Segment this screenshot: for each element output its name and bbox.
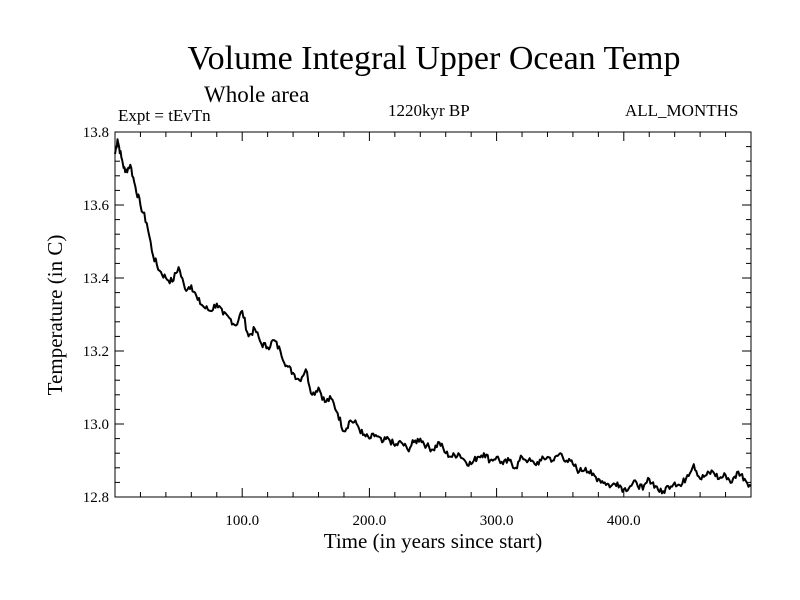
x-tick-label: 400.0 [607,513,641,529]
y-tick-label: 13.8 [83,125,109,141]
y-tick-label: 13.2 [83,344,109,360]
plot-frame [114,131,752,498]
x-tick-label: 100.0 [225,513,259,529]
x-tick-label: 200.0 [353,513,387,529]
axis-ticks [115,132,751,497]
chart-subtitle: Whole area [204,82,310,107]
months-annotation: ALL_MONTHS [625,101,739,120]
x-axis-label: Time (in years since start) [324,529,543,553]
period-annotation: 1220kyr BP [388,101,470,120]
y-tick-label: 12.8 [83,490,109,506]
experiment-annotation: Expt = tEvTn [118,106,211,125]
x-tick-label: 300.0 [480,513,514,529]
y-tick-label: 13.6 [83,198,110,214]
chart-title: Volume Integral Upper Ocean Temp [187,40,681,77]
y-axis-label: Temperature (in C) [43,235,67,396]
temperature-series-line [114,138,752,495]
y-tick-label: 13.4 [83,271,110,287]
y-tick-label: 13.0 [83,417,109,433]
axis-tick-labels: 100.0 200.0 300.0 400.0 12.8 13.0 13.2 13.4 13.6… [83,125,641,529]
